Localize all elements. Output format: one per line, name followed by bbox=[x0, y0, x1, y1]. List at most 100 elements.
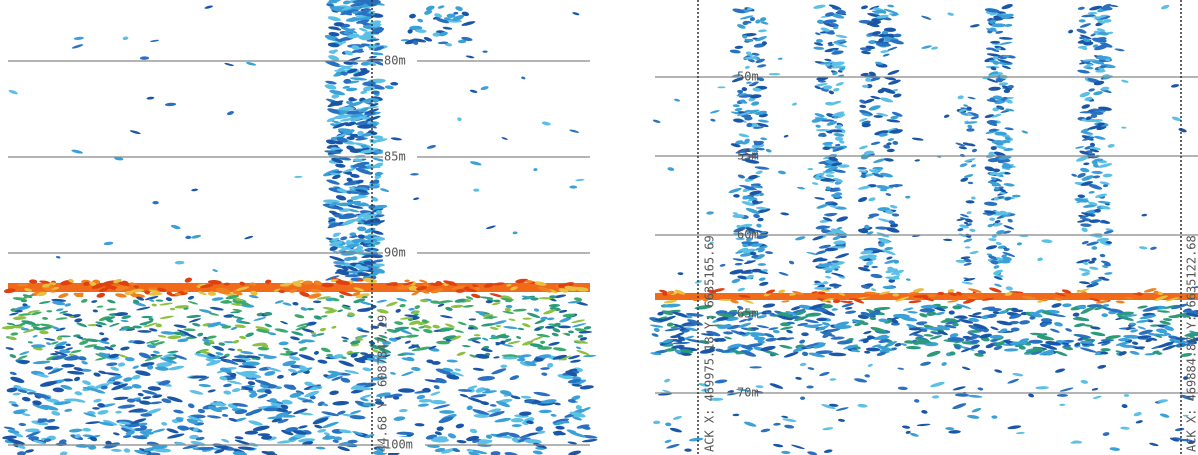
echo-speck bbox=[92, 407, 100, 410]
echo-speck bbox=[118, 404, 136, 410]
echo-speck bbox=[359, 300, 373, 306]
echo-speck bbox=[583, 355, 596, 358]
echo-speck bbox=[1041, 239, 1052, 243]
echo-speck bbox=[314, 424, 323, 429]
echo-speck bbox=[806, 385, 813, 388]
echo-speck bbox=[967, 124, 973, 129]
echo-speck bbox=[733, 118, 744, 123]
echo-speck bbox=[313, 300, 321, 303]
echo-speck bbox=[64, 408, 72, 412]
echo-speck bbox=[150, 39, 160, 42]
echo-speck bbox=[1001, 65, 1011, 70]
echo-speck bbox=[223, 383, 232, 388]
echo-speck bbox=[1175, 427, 1185, 431]
echo-speck bbox=[469, 89, 477, 94]
echo-speck bbox=[4, 426, 16, 431]
echo-speck bbox=[868, 104, 881, 111]
echo-speck bbox=[240, 350, 254, 354]
echo-speck bbox=[1098, 200, 1111, 204]
echo-speck bbox=[167, 350, 178, 354]
echo-speck bbox=[884, 158, 894, 162]
echo-speck bbox=[971, 196, 976, 199]
echo-speck bbox=[1116, 300, 1125, 304]
echo-speck bbox=[948, 430, 961, 434]
echo-speck bbox=[146, 96, 154, 100]
echo-speck bbox=[880, 96, 894, 103]
echo-speck bbox=[892, 141, 898, 145]
echo-speck bbox=[289, 355, 301, 361]
echo-speck bbox=[1091, 387, 1098, 391]
echo-speck bbox=[993, 265, 1000, 270]
echo-speck bbox=[845, 307, 853, 310]
echo-speck bbox=[1089, 266, 1099, 270]
echo-speck bbox=[989, 217, 995, 221]
echo-speck bbox=[504, 451, 518, 455]
echo-speck bbox=[166, 427, 179, 434]
echo-speck bbox=[773, 330, 780, 334]
echo-speck bbox=[758, 263, 766, 266]
echo-speck bbox=[82, 428, 91, 432]
echo-speck bbox=[1120, 426, 1130, 430]
echo-speck bbox=[294, 176, 303, 178]
echo-speck bbox=[908, 300, 921, 304]
echo-speck bbox=[786, 329, 793, 334]
echo-speck bbox=[582, 438, 598, 443]
echo-speck bbox=[9, 353, 17, 358]
echo-speck bbox=[409, 13, 416, 18]
echo-speck bbox=[433, 385, 440, 390]
echo-speck bbox=[540, 341, 545, 344]
echo-speck bbox=[857, 196, 867, 203]
echo-speck bbox=[845, 310, 857, 314]
echo-speck bbox=[1077, 194, 1085, 198]
echo-speck bbox=[463, 305, 474, 309]
echo-speck bbox=[994, 283, 1002, 288]
echo-speck bbox=[533, 168, 537, 171]
echo-speck bbox=[567, 441, 577, 445]
right-depth-grid: 50m 55m 60m 65m 70m ACK X: 469975.18 Y: … bbox=[655, 0, 1198, 455]
echo-speck bbox=[857, 167, 866, 170]
echo-speck bbox=[568, 450, 582, 455]
echo-speck bbox=[816, 129, 830, 131]
echo-speck bbox=[187, 295, 194, 300]
echo-speck bbox=[1097, 162, 1112, 169]
echo-speck bbox=[106, 362, 118, 366]
echo-speck bbox=[813, 46, 824, 50]
echo-speck bbox=[74, 391, 83, 396]
echo-speck bbox=[857, 403, 867, 408]
echo-speck bbox=[482, 337, 489, 341]
echo-speck bbox=[140, 413, 152, 417]
echo-speck bbox=[961, 256, 971, 259]
echo-speck bbox=[147, 386, 161, 391]
echo-speck bbox=[781, 300, 790, 303]
echo-speck bbox=[186, 314, 201, 318]
echo-speck bbox=[1007, 218, 1013, 223]
echo-speck bbox=[930, 381, 945, 388]
echo-left bbox=[2, 0, 598, 455]
echo-speck bbox=[9, 312, 19, 316]
echo-speck bbox=[113, 396, 129, 400]
echo-speck bbox=[778, 57, 783, 60]
echo-speck bbox=[153, 350, 161, 354]
echo-speck bbox=[873, 157, 886, 164]
echo-speck bbox=[97, 409, 109, 415]
echo-speck bbox=[540, 367, 550, 370]
echo-speck bbox=[906, 278, 911, 281]
echo-speck bbox=[1004, 348, 1019, 352]
echo-speck bbox=[859, 145, 869, 151]
echo-speck bbox=[80, 298, 88, 303]
echo-speck bbox=[1100, 348, 1110, 351]
echo-speck bbox=[733, 414, 740, 417]
echo-speck bbox=[871, 141, 881, 146]
echo-speck bbox=[414, 305, 420, 310]
echo-speck bbox=[58, 292, 69, 299]
echo-speck bbox=[1104, 272, 1113, 275]
echo-speck bbox=[1133, 411, 1142, 417]
echo-speck bbox=[984, 201, 998, 206]
echo-speck bbox=[833, 87, 840, 92]
echo-speck bbox=[123, 376, 133, 382]
echo-speck bbox=[737, 174, 745, 179]
echo-speck bbox=[56, 308, 64, 312]
echo-speck bbox=[215, 351, 224, 356]
echo-speck bbox=[1081, 103, 1091, 109]
echo-speck bbox=[447, 432, 457, 439]
